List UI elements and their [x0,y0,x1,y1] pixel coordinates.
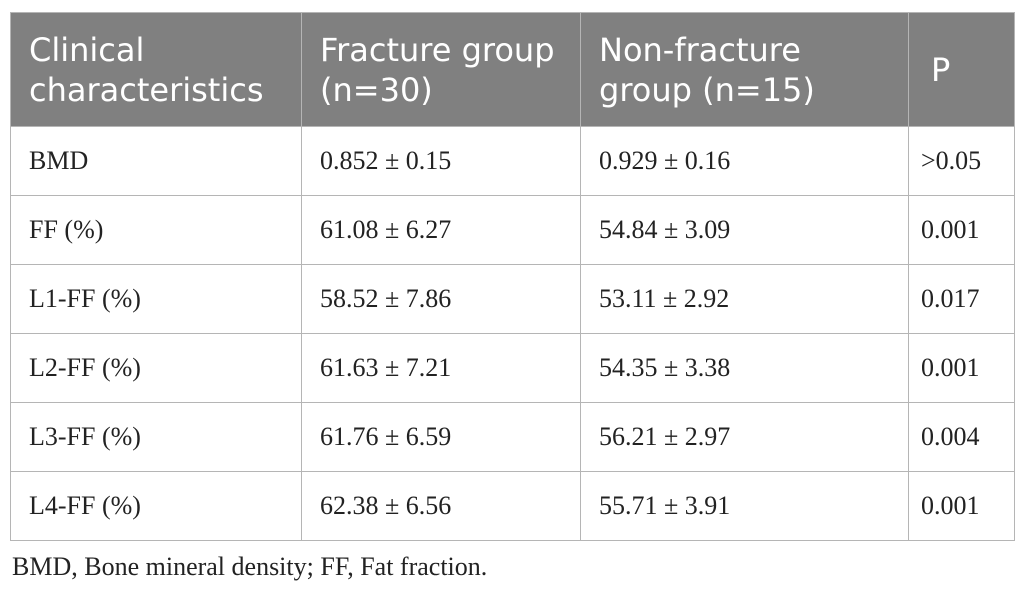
cell-characteristic: L2-FF (%) [10,333,302,403]
cell-non-fracture: 54.84 ± 3.09 [580,195,909,265]
cell-fracture: 61.76 ± 6.59 [301,402,581,472]
cell-non-fracture: 56.21 ± 2.97 [580,402,909,472]
table-row: L3-FF (%) 61.76 ± 6.59 56.21 ± 2.97 0.00… [10,402,1015,472]
table-body: BMD 0.852 ± 0.15 0.929 ± 0.16 >0.05 FF (… [10,126,1015,541]
cell-characteristic: L4-FF (%) [10,471,302,541]
table-row: L1-FF (%) 58.52 ± 7.86 53.11 ± 2.92 0.01… [10,264,1015,334]
header-clinical-characteristics: Clinical characteristics [10,12,302,127]
table-footnote: BMD, Bone mineral density; FF, Fat fract… [12,552,488,581]
cell-p-value: >0.05 [908,126,1015,196]
cell-non-fracture: 54.35 ± 3.38 [580,333,909,403]
cell-non-fracture: 55.71 ± 3.91 [580,471,909,541]
cell-characteristic: FF (%) [10,195,302,265]
cell-characteristic: L3-FF (%) [10,402,302,472]
cell-fracture: 62.38 ± 6.56 [301,471,581,541]
header-row: Clinical characteristics Fracture group … [10,12,1015,127]
table-row: L4-FF (%) 62.38 ± 6.56 55.71 ± 3.91 0.00… [10,471,1015,541]
table-row: FF (%) 61.08 ± 6.27 54.84 ± 3.09 0.001 [10,195,1015,265]
cell-non-fracture: 0.929 ± 0.16 [580,126,909,196]
header-p-value: P [908,12,1015,127]
cell-characteristic: L1-FF (%) [10,264,302,334]
cell-p-value: 0.017 [908,264,1015,334]
cell-fracture: 58.52 ± 7.86 [301,264,581,334]
data-table: Clinical characteristics Fracture group … [10,12,1015,541]
cell-p-value: 0.004 [908,402,1015,472]
table-header: Clinical characteristics Fracture group … [10,12,1015,127]
header-non-fracture-group: Non-fracture group (n=15) [580,12,909,127]
table-row: L2-FF (%) 61.63 ± 7.21 54.35 ± 3.38 0.00… [10,333,1015,403]
cell-fracture: 61.08 ± 6.27 [301,195,581,265]
cell-characteristic: BMD [10,126,302,196]
cell-p-value: 0.001 [908,195,1015,265]
table-row: BMD 0.852 ± 0.15 0.929 ± 0.16 >0.05 [10,126,1015,196]
cell-p-value: 0.001 [908,333,1015,403]
header-fracture-group: Fracture group (n=30) [301,12,581,127]
cell-fracture: 0.852 ± 0.15 [301,126,581,196]
cell-p-value: 0.001 [908,471,1015,541]
cell-non-fracture: 53.11 ± 2.92 [580,264,909,334]
data-table-container: Clinical characteristics Fracture group … [10,12,1015,541]
cell-fracture: 61.63 ± 7.21 [301,333,581,403]
